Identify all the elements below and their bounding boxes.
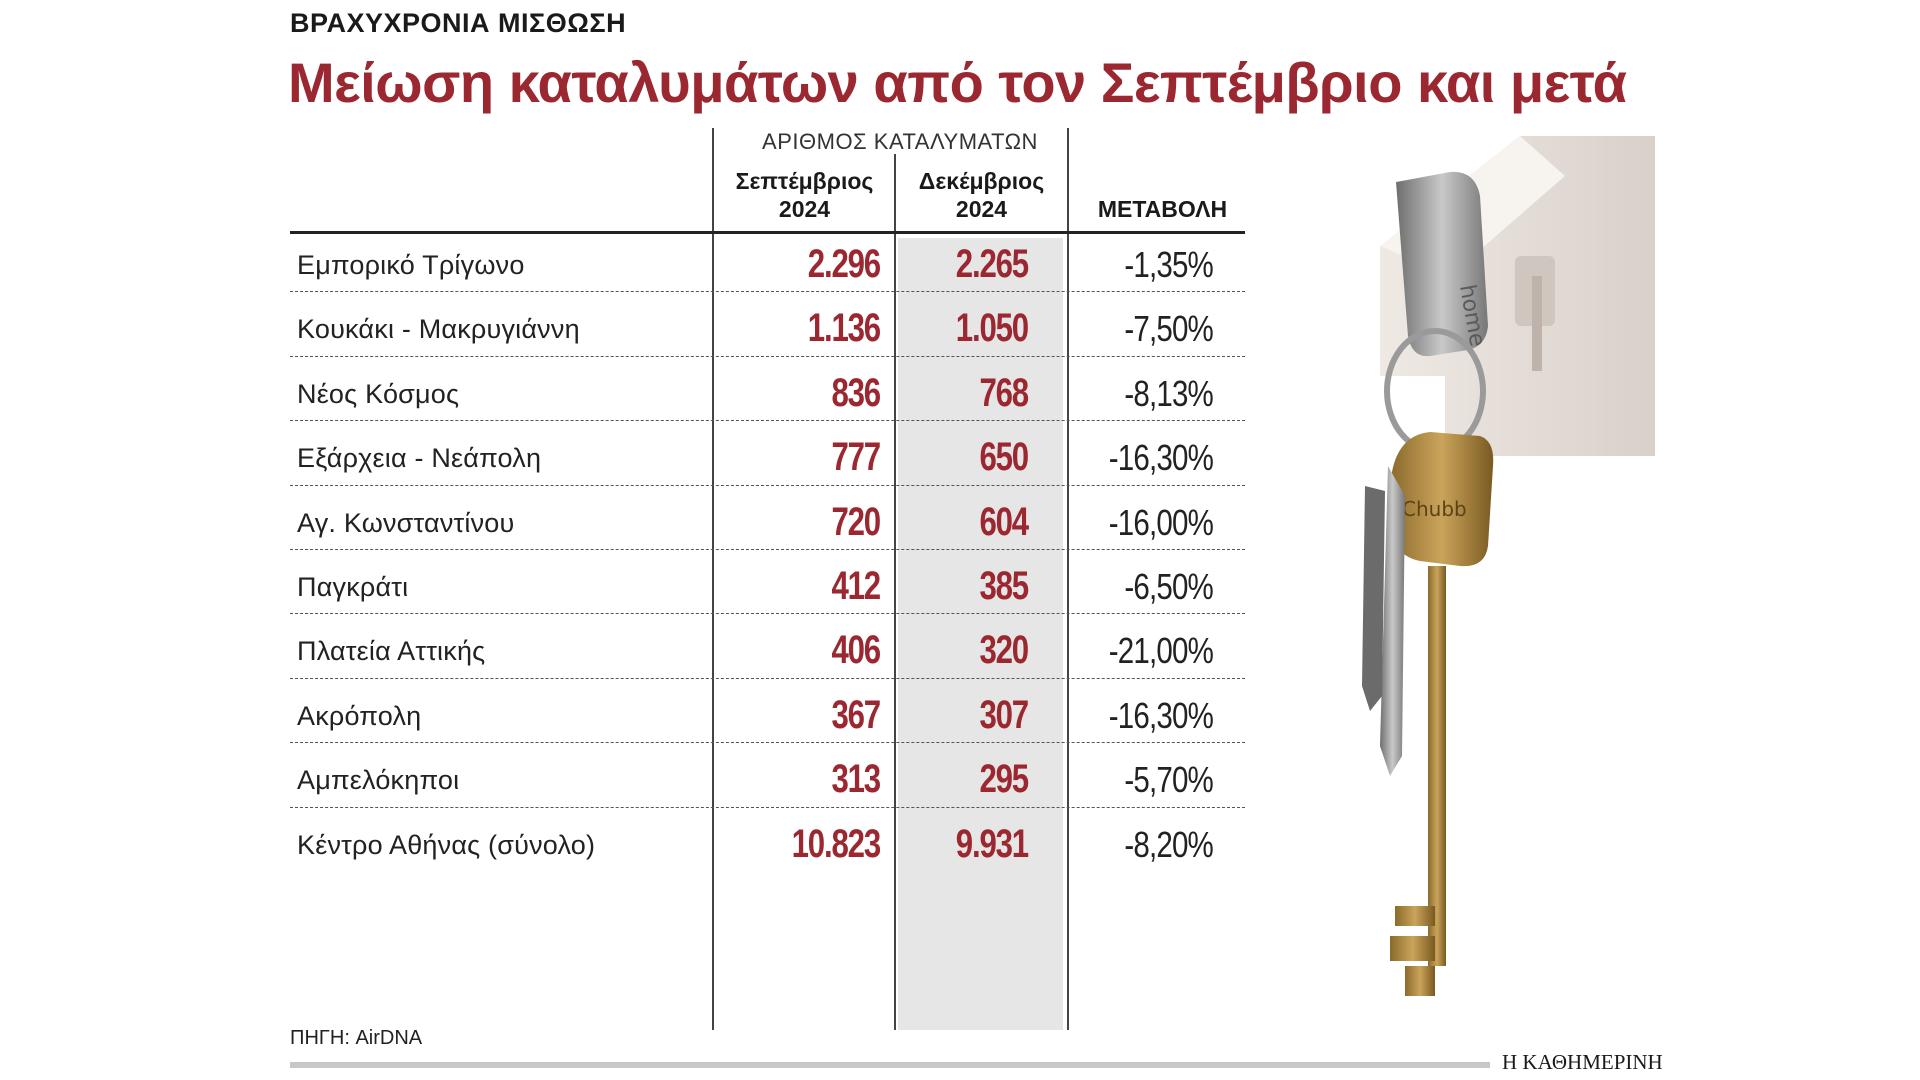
area-name: Παγκράτι xyxy=(297,572,409,602)
row-divider xyxy=(290,291,1245,293)
column-divider xyxy=(712,128,714,1030)
december-value: 768 xyxy=(979,370,1029,415)
row-divider xyxy=(290,806,1245,808)
headline: Μείωση καταλυμάτων από τον Σεπτέμβριο κα… xyxy=(288,51,1627,114)
area-name: Πλατεία Αττικής xyxy=(297,636,486,667)
september-value: 367 xyxy=(831,692,881,737)
footer-rule xyxy=(290,1062,1490,1068)
data-table: ΑΡΙΘΜΟΣ ΚΑΤΑΛΥΜΑΤΩΝ Σεπτέμβριος 2024 Δεκ… xyxy=(290,128,1245,1030)
september-value: 406 xyxy=(831,628,881,673)
december-column-shade xyxy=(898,238,1063,1030)
change-value: -8,13% xyxy=(1124,372,1213,414)
december-value: 604 xyxy=(979,499,1029,544)
change-value: -7,50% xyxy=(1124,308,1213,350)
december-value: 1.050 xyxy=(955,306,1029,351)
table-row: Κουκάκι - Μακρυγιάννη 1.136 1.050 -7,50% xyxy=(290,292,1245,357)
column-header-change: ΜΕΤΑΒΟΛΗ xyxy=(1097,196,1228,222)
table-row: Αμπελόκηποι 313 295 -5,70% xyxy=(290,743,1245,808)
table-row: Παγκράτι 412 385 -6,50% xyxy=(290,550,1245,615)
december-value: 2.265 xyxy=(955,242,1029,286)
row-divider xyxy=(290,677,1245,679)
area-name: Κουκάκι - Μακρυγιάννη xyxy=(297,314,580,345)
table-row: Νέος Κόσμος 836 768 -8,13% xyxy=(290,357,1245,422)
area-name: Αμπελόκηποι xyxy=(297,765,460,796)
area-name: Εμπορικό Τρίγωνο xyxy=(297,250,525,280)
december-value: 385 xyxy=(979,564,1029,608)
area-name: Εξάρχεια - Νεάπολη xyxy=(297,443,542,474)
september-value: 1.136 xyxy=(807,306,881,351)
area-name: Κέντρο Αθήνας (σύνολο) xyxy=(297,829,596,860)
change-value: -16,30% xyxy=(1108,694,1214,736)
september-value: 10.823 xyxy=(791,821,882,866)
december-value: 320 xyxy=(979,628,1029,673)
change-value: -16,30% xyxy=(1108,437,1214,479)
column-header-september: Σεπτέμβριος 2024 xyxy=(735,168,874,222)
column-divider xyxy=(1067,128,1069,1030)
table-row: Εξάρχεια - Νεάπολη 777 650 -16,30% xyxy=(290,421,1245,486)
december-value: 650 xyxy=(979,435,1029,480)
table-row: Αγ. Κωνσταντίνου 720 604 -16,00% xyxy=(290,486,1245,550)
september-value: 2.296 xyxy=(807,242,881,286)
table-row: Πλατεία Αττικής 406 320 -21,00% xyxy=(290,614,1245,679)
row-divider xyxy=(290,484,1245,486)
december-value: 307 xyxy=(979,692,1029,737)
change-value: -1,35% xyxy=(1124,244,1213,285)
house-keys-photo: home Chubb xyxy=(1362,136,1655,996)
brand-label: Η ΚΑΘΗΜΕΡΙΝΗ xyxy=(1502,1050,1663,1074)
september-value: 836 xyxy=(831,370,881,415)
change-value: -21,00% xyxy=(1108,630,1214,672)
change-value: -6,50% xyxy=(1124,566,1213,607)
table-row: Ακρόπολη 367 307 -16,30% xyxy=(290,679,1245,744)
row-divider xyxy=(290,420,1245,422)
september-value: 720 xyxy=(831,499,881,544)
column-divider xyxy=(894,154,896,1030)
december-value: 9.931 xyxy=(955,821,1029,866)
group-header: ΑΡΙΘΜΟΣ ΚΑΤΑΛΥΜΑΤΩΝ xyxy=(762,129,1038,154)
area-name: Αγ. Κωνσταντίνου xyxy=(297,507,515,538)
area-name: Νέος Κόσμος xyxy=(297,378,460,409)
change-value: -5,70% xyxy=(1124,759,1213,801)
september-value: 412 xyxy=(831,564,881,608)
area-name: Ακρόπολη xyxy=(297,700,422,731)
kicker: ΒΡΑΧΥΧΡΟΝΙΑ ΜΙΣΘΩΣΗ xyxy=(290,8,627,38)
table-row: Εμπορικό Τρίγωνο 2.296 2.265 -1,35% xyxy=(290,228,1245,293)
header-rule xyxy=(290,231,1245,234)
row-divider xyxy=(290,548,1245,550)
table-row: Κέντρο Αθήνας (σύνολο) 10.823 9.931 -8,20% xyxy=(290,808,1245,872)
row-divider xyxy=(290,355,1245,357)
column-header-december: Δεκέμβριος 2024 xyxy=(918,168,1045,222)
september-value: 313 xyxy=(831,757,881,802)
row-divider xyxy=(290,613,1245,615)
change-value: -16,00% xyxy=(1108,501,1214,543)
change-value: -8,20% xyxy=(1124,823,1213,865)
december-value: 295 xyxy=(979,757,1029,802)
september-value: 777 xyxy=(831,435,881,480)
key-head-text: Chubb xyxy=(1402,497,1467,521)
source-note: ΠΗΓΗ: AirDNA xyxy=(290,1027,423,1049)
row-divider xyxy=(290,742,1245,744)
